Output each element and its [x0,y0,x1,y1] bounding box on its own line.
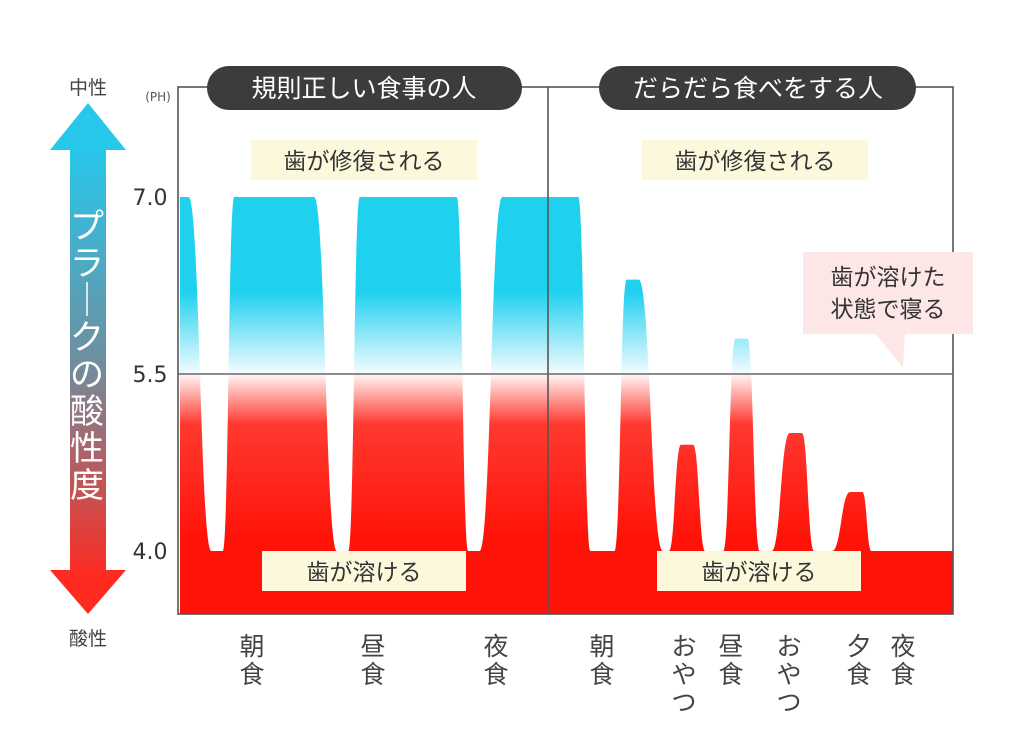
repair-note-grazing: 歯が修復される [675,149,836,175]
unit-label: (PH) [145,90,171,104]
y-tick-label: 5.5 [133,363,168,388]
event-label: や [776,660,801,689]
neutral-area-grazing [548,197,752,374]
panel-title-grazing: だらだら食べをする人 [633,74,883,103]
event-label: 朝 [239,632,264,661]
event-label: 昼 [360,632,385,661]
y-tick-label: 7.0 [133,186,168,211]
event-label: や [671,660,696,689]
event-label: 食 [846,660,871,689]
dissolve-note-bg-regular [262,551,466,591]
event-label: つ [776,688,801,717]
event-label: 夜 [890,632,915,661]
repair-note-regular: 歯が修復される [284,149,445,175]
event-label: つ [671,688,696,717]
acidic-label: 酸性 [69,628,107,650]
event-label: お [776,632,801,661]
event-label: 夜 [483,632,508,661]
event-label: 食 [483,660,508,689]
dissolve-note-regular: 歯が溶ける [307,560,422,586]
event-label: 食 [890,660,915,689]
panel-title-regular: 規則正しい食事の人 [251,74,476,103]
event-label: 食 [360,660,385,689]
repair-note-bg-grazing [642,140,868,180]
event-label: 食 [239,660,264,689]
panel-header-grazing: だらだら食べをする人 [599,66,916,110]
repair-note-bg-regular [251,140,477,180]
acidity-arrow [50,103,126,614]
event-label: 夕 [846,632,871,661]
panel-header-regular: 規則正しい食事の人 [207,66,522,110]
event-label: 朝 [589,632,614,661]
dissolve-note-grazing: 歯が溶ける [702,560,817,586]
y-tick-label: 4.0 [133,540,168,565]
neutral-label: 中性 [69,77,107,99]
plot-frame [177,86,954,615]
sleep-callout: 歯が溶けた状態で寝る [803,252,973,368]
dissolve-note-bg-grazing [657,551,861,591]
y-tick-labels: 7.0 5.5 4.0 [133,186,168,565]
axis-label: プラ｜クの酸性度 [70,207,106,506]
event-label: お [671,632,696,661]
sleep-callout-text: 歯が溶けた状態で寝る [831,265,946,323]
neutral-area-regular [180,197,548,374]
event-label: 食 [718,660,743,689]
event-label: 昼 [718,632,743,661]
event-label: 食 [589,660,614,689]
